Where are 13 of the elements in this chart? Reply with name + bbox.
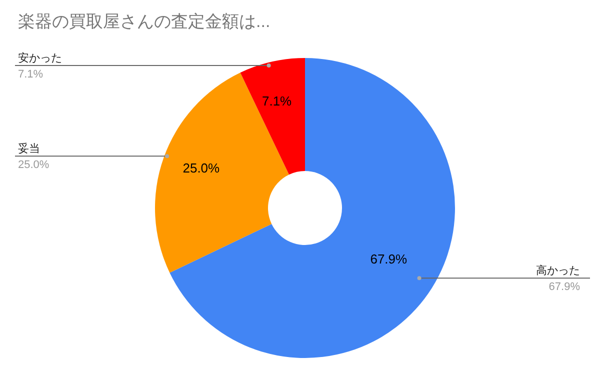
data-label: 67.9% (370, 251, 408, 266)
donut-slice (155, 72, 290, 273)
text: 67.9% (548, 281, 580, 294)
slice-label: 安かった (18, 51, 62, 64)
text: 7.1% (18, 68, 44, 80)
donut-slice (240, 58, 305, 175)
chart-title: 楽器の買取屋さんの査定金額は... (18, 11, 270, 33)
data-label: 25.0% (182, 160, 220, 176)
slice-label: 妥当 (18, 142, 40, 156)
slice-label: 高かった (536, 264, 580, 278)
text: 25.0% (18, 159, 50, 172)
data-label: 7.1% (262, 93, 292, 108)
donut-slice (170, 58, 455, 358)
